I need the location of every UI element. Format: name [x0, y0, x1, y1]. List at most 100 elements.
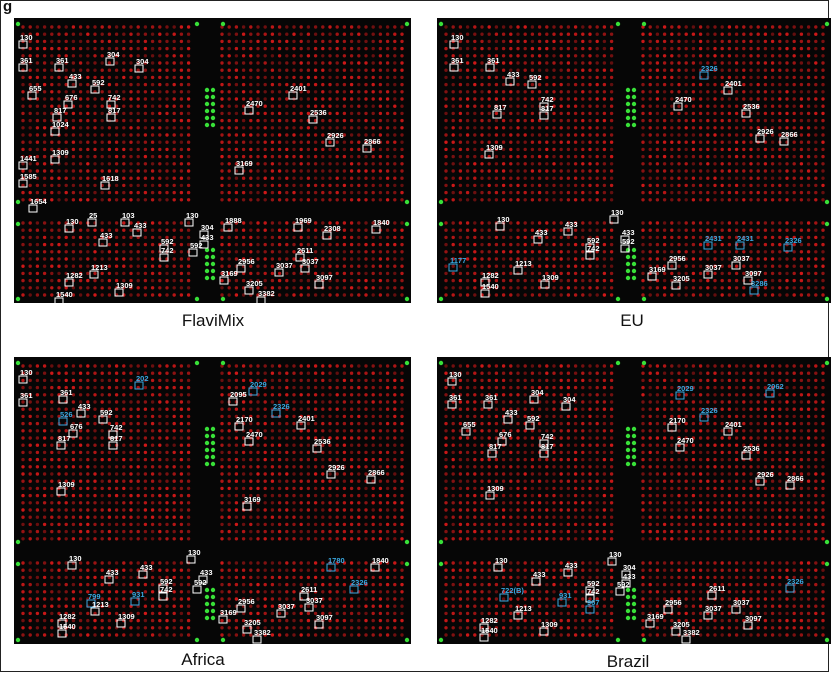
spot-box — [703, 270, 713, 279]
spot-label: 130 — [20, 368, 33, 377]
spot-box — [252, 635, 262, 644]
spot-box — [447, 400, 457, 409]
spot-box — [219, 276, 229, 285]
spot-label: 2326 — [351, 578, 368, 587]
spot-box — [449, 63, 459, 72]
spot-label: 817 — [541, 104, 554, 113]
spot-box — [557, 598, 567, 607]
spot-box — [304, 603, 314, 612]
spot-label: 817 — [58, 434, 71, 443]
spot-label: 1282 — [66, 271, 83, 280]
spot-box — [349, 585, 359, 594]
spot-box — [76, 409, 86, 418]
spot-box — [86, 599, 96, 608]
spot-label: 3169 — [236, 159, 253, 168]
spot-label: 722(B) — [501, 586, 524, 595]
spot-box — [244, 437, 254, 446]
spot-box — [723, 427, 733, 436]
spot-box — [731, 261, 741, 270]
caption-africa: Africa — [181, 650, 225, 669]
spot-box — [539, 439, 549, 448]
spot-label: 361 — [485, 393, 498, 402]
spot-label: 3382 — [254, 628, 271, 637]
spot-label: 1840 — [372, 556, 389, 565]
spot-label: 592 — [622, 237, 635, 246]
spot-box — [449, 40, 459, 49]
spot-label: 433 — [201, 233, 214, 242]
spot-label: 817 — [54, 106, 67, 115]
spot-label: 1309 — [58, 480, 75, 489]
spot-label: 1540 — [482, 282, 499, 291]
spot-label: 1540 — [56, 290, 73, 299]
spot-label: 3037 — [302, 257, 319, 266]
spot-box — [495, 222, 505, 231]
spot-label: 433 — [565, 561, 578, 570]
control-spots — [15, 360, 410, 643]
spot-label: 2308 — [324, 224, 341, 233]
spot-box — [63, 100, 73, 109]
spot-label: 2029 — [250, 380, 267, 389]
spot-box — [236, 604, 246, 613]
spot-box — [783, 243, 793, 252]
spot-label: 592 — [190, 241, 203, 250]
spot-box — [199, 240, 209, 249]
spot-box — [295, 253, 305, 262]
spot-label: 433 — [507, 70, 520, 79]
spot-label: 3097 — [316, 613, 333, 622]
spot-box — [134, 381, 144, 390]
spot-label: 1540 — [59, 622, 76, 631]
spot-label: 1654 — [30, 197, 48, 206]
caption-brazil: Brazil — [606, 652, 650, 671]
spot-box — [785, 584, 795, 593]
spot-label: 2401 — [725, 79, 742, 88]
spot-box — [755, 134, 765, 143]
spot-label: 592 — [587, 579, 600, 588]
spot-label: 2470 — [677, 436, 694, 445]
spot-box — [186, 555, 196, 564]
spot-box — [675, 443, 685, 452]
spot-box — [671, 281, 681, 290]
spot-label: 655 — [29, 84, 42, 93]
spot-box — [18, 179, 28, 188]
spot-label: 2401 — [725, 420, 742, 429]
spot-box — [100, 181, 110, 190]
spot-box — [54, 63, 64, 72]
spot-box — [134, 64, 144, 73]
spot-box — [28, 204, 38, 213]
spot-label: 1441 — [20, 154, 37, 163]
spot-box — [735, 241, 745, 250]
spot-label: 676 — [65, 93, 78, 102]
spot-label: 433 — [622, 228, 635, 237]
spot-box — [699, 413, 709, 422]
spot-box — [236, 264, 246, 273]
spot-label: 103 — [122, 211, 135, 220]
spot-box — [479, 633, 489, 642]
caption-eu: EU — [620, 311, 644, 330]
array-image: 130 361 361 202 433 526 592 676 742 817 817 1309 202… — [14, 357, 411, 644]
spot-box — [56, 487, 66, 496]
spot-box — [362, 144, 372, 153]
spot-box — [87, 218, 97, 227]
spot-box — [539, 102, 549, 111]
spot-label: 3097 — [745, 614, 762, 623]
spot-box — [90, 607, 100, 616]
spot-box — [223, 223, 233, 232]
spot-box — [58, 395, 68, 404]
caption-flavimix: FlaviMix — [181, 311, 245, 330]
spot-box — [322, 231, 332, 240]
spot-label: 1309 — [486, 143, 503, 152]
spot-box — [296, 421, 306, 430]
spot-box — [585, 594, 595, 603]
spot-label: 817 — [108, 106, 121, 115]
spot-label: 433 — [623, 572, 636, 581]
spot-box — [56, 441, 66, 450]
spot-label: 2326 — [701, 64, 718, 73]
spot-label: 1309 — [541, 620, 558, 629]
control-spots — [438, 360, 830, 643]
spot-label: 2170 — [236, 415, 253, 424]
spot-label: 3169 — [220, 608, 237, 617]
spot-label: 2866 — [787, 474, 804, 483]
spot-label: 2926 — [327, 131, 344, 140]
